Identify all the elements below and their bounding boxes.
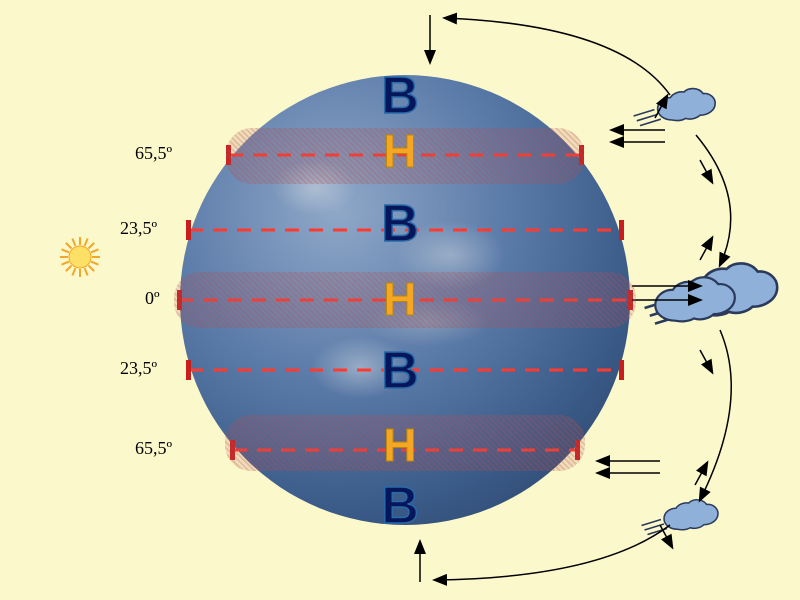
arrow-hadley-curve	[435, 525, 670, 580]
high-pressure-letter: H	[383, 128, 416, 174]
arrow-cell-curve	[700, 330, 731, 500]
high-pressure-letter: H	[383, 276, 416, 322]
latitude-tick	[186, 360, 191, 380]
latitude-label: 65,5º	[135, 143, 172, 164]
latitude-label: 23,5º	[120, 358, 157, 379]
latitude-tick	[619, 220, 624, 240]
latitude-label: 23,5º	[120, 218, 157, 239]
latitude-label: 65,5º	[135, 438, 172, 459]
arrow-hadley-curve	[445, 18, 670, 95]
cloud-icon	[634, 89, 716, 126]
low-pressure-letter: B	[381, 345, 419, 397]
arrow-cell-curve	[696, 135, 731, 265]
arrow-short	[700, 238, 712, 260]
arrow-short	[695, 463, 707, 485]
cloud-icon	[645, 263, 778, 323]
high-pressure-letter: H	[383, 422, 416, 468]
low-pressure-letter: B	[381, 480, 419, 532]
cloud-icon	[642, 500, 719, 535]
arrow-short	[700, 160, 712, 182]
arrow-short	[700, 350, 712, 372]
low-pressure-letter: B	[381, 198, 419, 250]
latitude-tick	[619, 360, 624, 380]
latitude-tick	[186, 220, 191, 240]
low-pressure-letter: B	[381, 70, 419, 122]
latitude-label: 0º	[145, 288, 160, 309]
